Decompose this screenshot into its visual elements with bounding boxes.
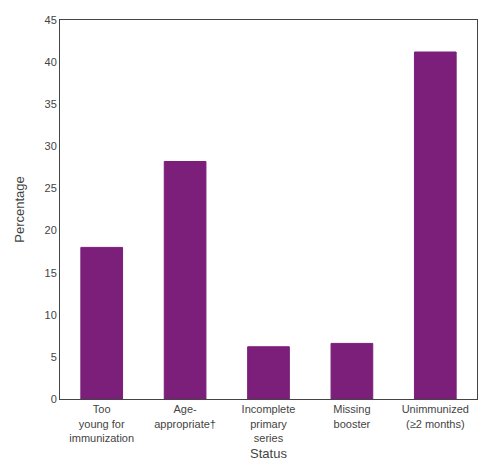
svg-text:40: 40 — [45, 56, 57, 68]
svg-text:Percentage: Percentage — [12, 176, 27, 243]
svg-text:5: 5 — [51, 351, 57, 363]
svg-text:Status: Status — [250, 446, 287, 461]
svg-text:Missingbooster: Missingbooster — [333, 403, 370, 429]
svg-text:35: 35 — [45, 98, 57, 110]
svg-text:25: 25 — [45, 182, 57, 194]
svg-text:Unimmunized(≥2 months): Unimmunized(≥2 months) — [402, 403, 469, 429]
svg-text:Age-appropriate†: Age-appropriate† — [154, 403, 216, 429]
svg-text:Incompleteprimaryseries: Incompleteprimaryseries — [242, 403, 296, 444]
svg-text:15: 15 — [45, 267, 57, 279]
svg-text:0: 0 — [51, 393, 57, 405]
svg-text:30: 30 — [45, 140, 57, 152]
svg-text:20: 20 — [45, 224, 57, 236]
svg-text:45: 45 — [45, 14, 57, 26]
svg-text:10: 10 — [45, 309, 57, 321]
svg-text:Tooyoung forimmunization: Tooyoung forimmunization — [69, 403, 134, 444]
